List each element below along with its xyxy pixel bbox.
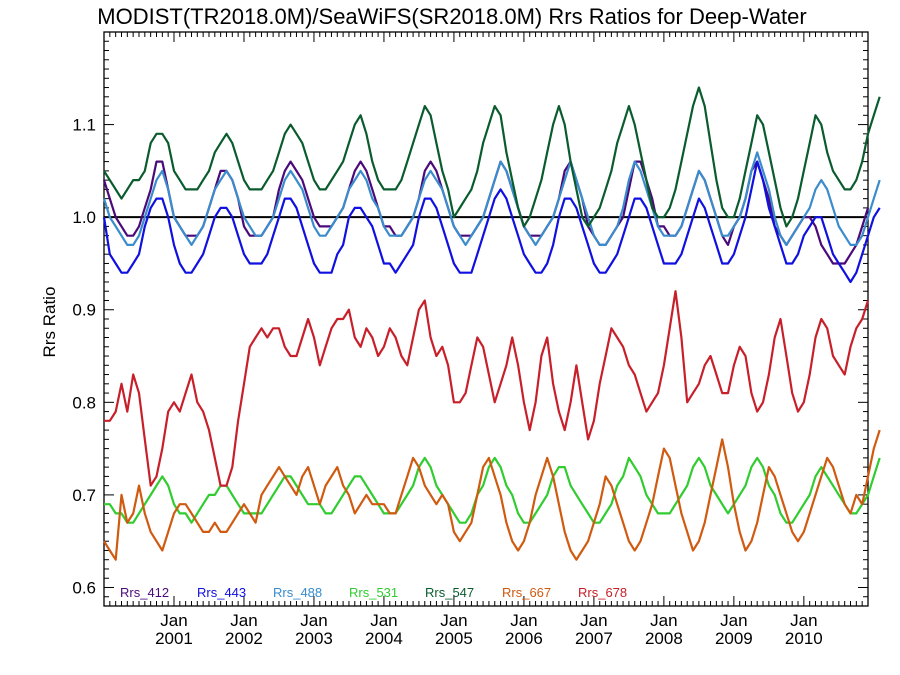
legend-item-rrs-443: Rrs_443: [197, 585, 246, 600]
y-axis: 0.6 0.7 0.8 0.9 1.0 1.1: [72, 31, 868, 607]
legend-item-rrs-531: Rrs_531: [349, 585, 398, 600]
x-tick-year-label: 2007: [575, 629, 613, 648]
x-tick-month-label: Jan: [370, 611, 397, 630]
series-line-rrs-678: [104, 290, 870, 487]
legend-item-rrs-667: Rrs_667: [502, 585, 551, 600]
x-tick-year-label: 2002: [225, 629, 263, 648]
x-tick-year-label: 2008: [645, 629, 683, 648]
legend-item-rrs-547: Rrs_547: [425, 585, 474, 600]
x-tick-year-label: 2009: [715, 629, 753, 648]
y-tick-label: 1.1: [72, 116, 96, 135]
x-tick-month-label: Jan: [790, 611, 817, 630]
x-tick-month-label: Jan: [440, 611, 467, 630]
y-tick-label: 0.8: [72, 393, 96, 412]
series-lines: [102, 86, 881, 561]
chart-title: MODIST(TR2018.0M)/SeaWiFS(SR2018.0M) Rrs…: [97, 4, 806, 29]
x-tick-month-label: Jan: [650, 611, 677, 630]
y-axis-label: Rrs Ratio: [40, 287, 59, 358]
x-tick-year-label: 2010: [785, 629, 823, 648]
x-tick-year-label: 2003: [295, 629, 333, 648]
y-tick-label: 0.7: [72, 486, 96, 505]
x-tick-month-label: Jan: [720, 611, 747, 630]
x-axis: Jan2001Jan2002Jan2003Jan2004Jan2005Jan20…: [103, 32, 869, 648]
x-tick-month-label: Jan: [230, 611, 257, 630]
series-line-rrs-547: [103, 86, 881, 228]
x-tick-year-label: 2006: [505, 629, 543, 648]
x-tick-year-label: 2004: [365, 629, 403, 648]
x-tick-month-label: Jan: [510, 611, 537, 630]
series-line-rrs-667: [103, 429, 881, 561]
x-tick-month-label: Jan: [580, 611, 607, 630]
legend-item-rrs-412: Rrs_412: [120, 585, 169, 600]
series-line-rrs-531: [104, 456, 881, 524]
y-tick-label: 0.6: [72, 578, 96, 597]
plot-frame: [103, 31, 869, 607]
series-line-rrs-488: [102, 151, 881, 246]
series-line-rrs-443: [102, 160, 881, 284]
y-tick-label: 0.9: [72, 301, 96, 320]
x-tick-year-label: 2001: [155, 629, 193, 648]
x-tick-month-label: Jan: [160, 611, 187, 630]
x-tick-year-label: 2005: [435, 629, 473, 648]
legend: Rrs_412 Rrs_443 Rrs_488 Rrs_531 Rrs_547 Rrs_6…: [120, 585, 627, 600]
legend-item-rrs-678: Rrs_678: [578, 585, 627, 600]
y-tick-label: 1.0: [72, 208, 96, 227]
legend-item-rrs-488: Rrs_488: [273, 585, 322, 600]
x-tick-month-label: Jan: [300, 611, 327, 630]
